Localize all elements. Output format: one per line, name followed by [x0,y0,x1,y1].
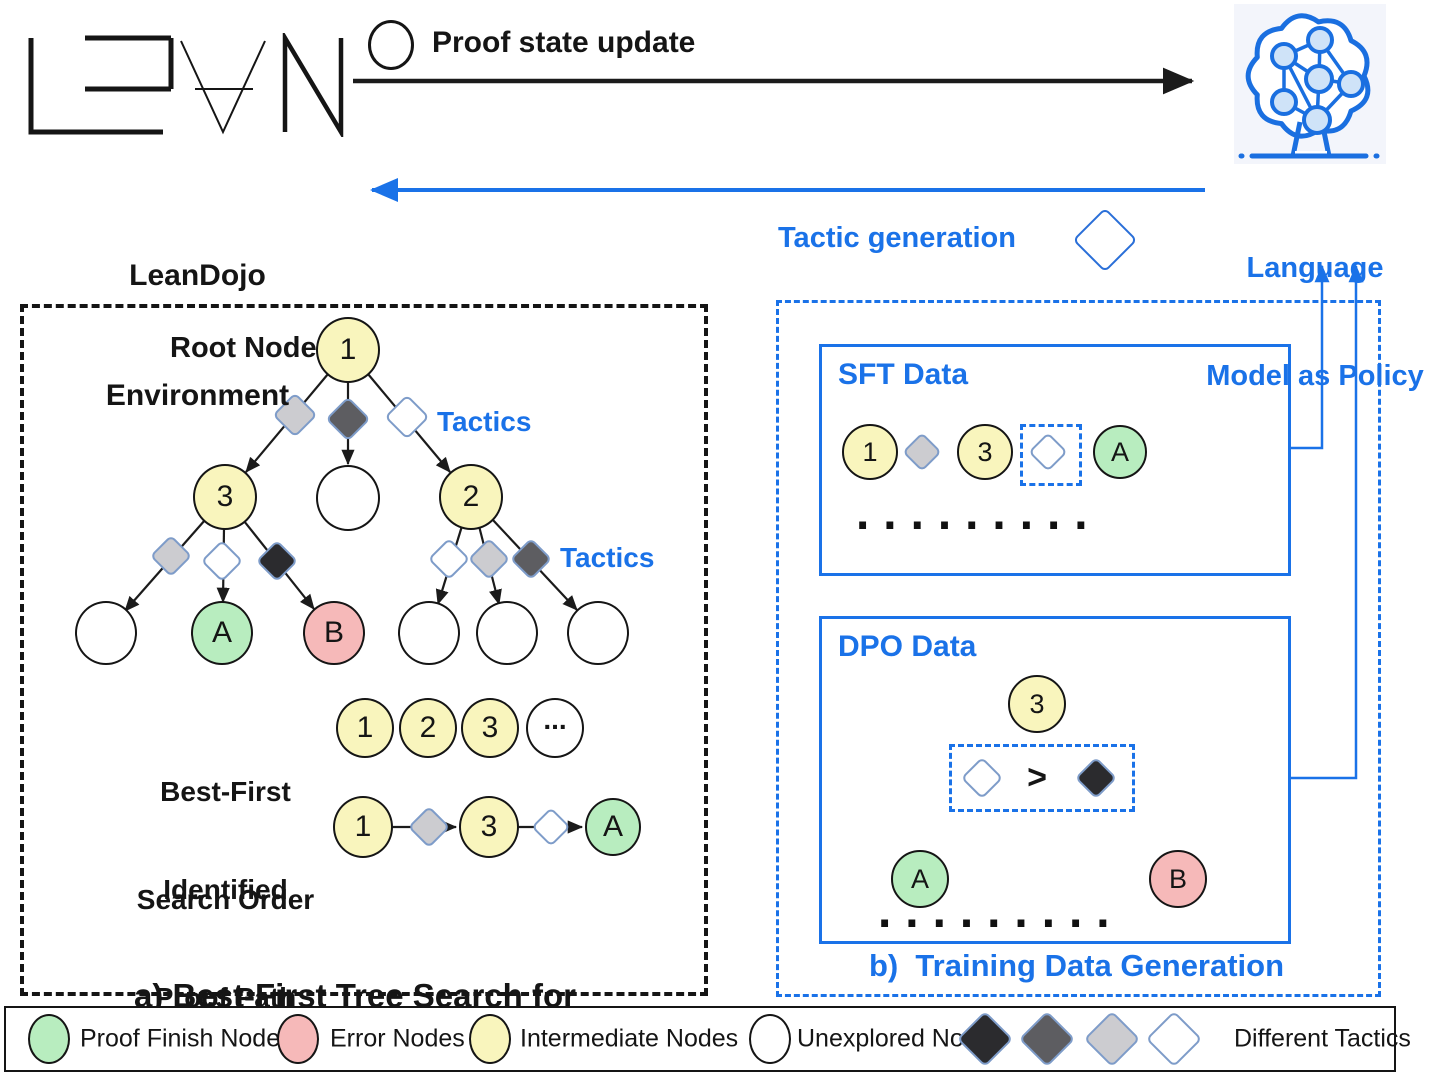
lean-logo [28,33,344,137]
search-order-node-more: ... [526,698,584,758]
leandojo-line1: LeanDojo [129,259,266,292]
unexplored-node [398,601,460,665]
unexplored-node [567,601,629,665]
legend-bar: Proof Finish Nodes Error Nodes Intermedi… [4,1006,1411,1072]
sft-node-3: 3 [957,424,1013,480]
root-node-label: Root Node [170,332,317,364]
legend-tactic-diamond-white [1145,1010,1203,1068]
proof-finish-node-A: A [191,601,253,665]
search-order-label: Best-First Search Order [118,702,333,990]
legend-proof-finish-label: Proof Finish Nodes [80,1024,293,1053]
sft-target-tactic-box [1020,424,1082,486]
proof-path-node-1: 1 [333,796,393,858]
sft-node-A: A [1093,425,1147,479]
proof-path-label-line1: Identified [163,874,288,905]
proof-state-update-label: Proof state update [432,26,696,59]
panel-b-caption: b) Training Data Generation [868,948,1285,983]
proof-state-circle-icon [368,20,414,70]
tactics-label-upper: Tactics [437,406,532,437]
unexplored-node [75,601,137,665]
sft-ellipsis: ......... [850,490,1096,539]
tactic-generation-label: Tactic generation [778,222,1016,254]
dpo-node-B: B [1149,850,1207,908]
dpo-root-node-3: 3 [1008,675,1066,733]
dpo-data-title: DPO Data [838,630,977,663]
legend-error-label: Error Nodes [330,1024,465,1053]
preference-comparator: > [1027,758,1047,797]
dpo-preference-box [949,744,1135,812]
legend-proof-finish-node-icon [28,1014,70,1064]
tactics-label-lower: Tactics [560,542,655,573]
proof-path-node-3: 3 [459,796,519,858]
search-order-node-3: 3 [461,698,519,758]
leandojo-environment-label: LeanDojo Environment [40,176,355,496]
legend-unexplored-node-icon [749,1014,791,1064]
brain-network-icon [1238,13,1380,159]
search-order-label-line1: Best-First [160,776,291,807]
language-model-line1: Language [1246,252,1384,284]
language-model-line2: Model as Policy [1206,360,1424,392]
legend-tactic-diamond-black [956,1010,1014,1068]
panel-a-tree-search [20,304,708,996]
language-model-icon-background [1234,4,1386,164]
unexplored-node [316,465,380,531]
error-node-B: B [303,601,365,665]
proof-path-node-A: A [585,798,641,856]
search-order-node-2: 2 [399,698,457,758]
sft-data-title: SFT Data [838,358,969,391]
legend-intermediate-label: Intermediate Nodes [520,1024,739,1053]
search-order-label-line2: Search Order [136,884,315,915]
intermediate-node-3: 3 [193,464,257,530]
panel-b-training-data [776,300,1381,997]
language-model-label: Language Model as Policy [1186,178,1444,466]
sft-node-1: 1 [842,424,898,480]
intermediate-node-2: 2 [439,464,503,530]
training-feedback-connectors [1287,264,1364,780]
ellipsis-text: ... [543,704,567,735]
unexplored-node [476,601,538,665]
legend-tactic-diamond-light-gray [1083,1010,1141,1068]
legend-tactic-diamond-dark-gray [1018,1010,1076,1068]
search-order-node-1: 1 [336,698,394,758]
root-node: 1 [316,317,380,383]
legend-intermediate-node-icon [469,1014,511,1064]
dpo-ellipsis: ......... [872,888,1118,937]
legend-error-node-icon [277,1014,319,1064]
legend-different-tactics-label: Different Tactics [1234,1024,1411,1053]
leandojo-line2: Environment [105,379,290,412]
dpo-node-A: A [891,850,949,908]
